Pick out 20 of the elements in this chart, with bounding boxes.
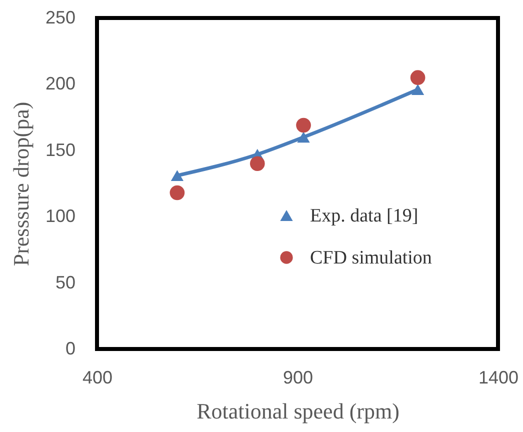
point bbox=[170, 185, 185, 200]
y-tick-label: 200 bbox=[45, 74, 76, 94]
point bbox=[297, 132, 310, 143]
point bbox=[411, 84, 424, 95]
y-axis-title: Presssure drop(pa) bbox=[8, 102, 34, 266]
y-tick-label: 50 bbox=[55, 272, 76, 292]
x-tick-label: 400 bbox=[82, 368, 113, 388]
x-axis-title: Rotational speed (rpm) bbox=[196, 398, 400, 424]
legend-label: Exp. data [19] bbox=[310, 206, 418, 226]
y-tick-label: 150 bbox=[45, 140, 76, 160]
point bbox=[296, 118, 311, 133]
point bbox=[170, 170, 184, 182]
y-tick-label: 100 bbox=[45, 206, 76, 226]
point bbox=[250, 156, 265, 172]
point bbox=[410, 70, 426, 85]
x-tick-label: 900 bbox=[282, 368, 314, 388]
y-tick-label: 250 bbox=[45, 8, 76, 28]
x-tick-label: 1400 bbox=[478, 368, 519, 388]
y-tick-label: 0 bbox=[65, 338, 76, 358]
legend-label: CFD simulation bbox=[310, 248, 432, 268]
